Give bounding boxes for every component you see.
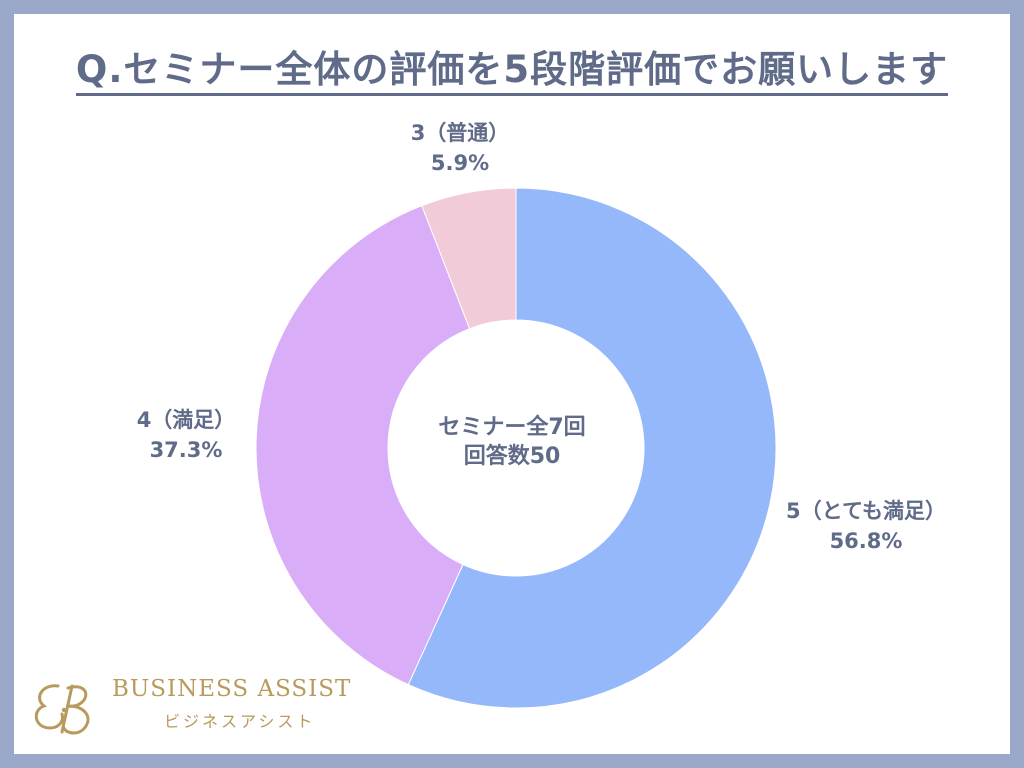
slice-label-neutral: 3（普通） 5.9% [411, 118, 510, 179]
slice-label-satisfied: 4（満足） 37.3% [137, 405, 236, 466]
slice-label-very-satisfied: 5（とても満足） 56.8% [786, 496, 946, 557]
slice-value: 56.8% [829, 529, 903, 554]
slice-value: 37.3% [149, 438, 223, 463]
donut-slice-1 [255, 205, 471, 686]
slice-name: 5（とても満足） [786, 499, 946, 523]
logo-text: BUSINESS ASSIST [112, 676, 352, 702]
logo-monogram-icon [34, 684, 90, 735]
logo-subtext: ビジネスアシスト [164, 712, 316, 731]
chart-title-text: Q.セミナー全体の評価を5段階評価でお願いします [75, 48, 949, 96]
slice-name: 3（普通） [410, 121, 510, 145]
donut-center-label: セミナー全7回 回答数50 [438, 414, 585, 471]
center-line-1: セミナー全7回 [438, 415, 586, 440]
chart-title: Q.セミナー全体の評価を5段階評価でお願いします [0, 48, 1024, 96]
slice-name: 4（満足） [136, 408, 236, 432]
donut-slice-2 [421, 187, 517, 330]
donut-slice-0 [407, 187, 777, 709]
business-assist-logo: BUSINESS ASSIST ビジネスアシスト [28, 676, 368, 740]
center-line-2: 回答数50 [463, 443, 561, 469]
slice-value: 5.9% [430, 151, 490, 176]
